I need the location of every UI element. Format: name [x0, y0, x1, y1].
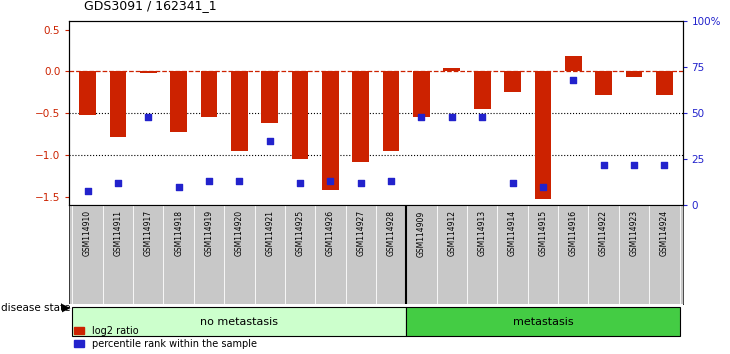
- Text: GSM114913: GSM114913: [477, 210, 487, 256]
- Text: GSM114928: GSM114928: [387, 210, 396, 256]
- Text: GSM114916: GSM114916: [569, 210, 577, 256]
- Bar: [292, 72, 308, 159]
- Point: [628, 162, 639, 168]
- Bar: [504, 72, 521, 92]
- Text: GSM114918: GSM114918: [174, 210, 183, 256]
- Bar: [413, 72, 430, 118]
- Text: GSM114911: GSM114911: [113, 210, 123, 256]
- Point: [264, 138, 275, 144]
- Bar: [595, 72, 612, 95]
- Text: GSM114921: GSM114921: [265, 210, 274, 256]
- Point: [82, 188, 93, 193]
- Point: [142, 114, 154, 120]
- Point: [112, 181, 124, 186]
- Bar: [261, 72, 278, 123]
- Text: GSM114917: GSM114917: [144, 210, 153, 256]
- Text: GSM114922: GSM114922: [599, 210, 608, 256]
- Point: [446, 114, 458, 120]
- Point: [173, 184, 185, 190]
- Text: GSM114925: GSM114925: [296, 210, 304, 256]
- Text: GSM114915: GSM114915: [539, 210, 548, 256]
- Bar: [110, 72, 126, 137]
- Bar: [140, 72, 157, 73]
- Text: ▶: ▶: [62, 303, 71, 313]
- Text: GSM114923: GSM114923: [629, 210, 639, 256]
- Bar: [565, 56, 582, 72]
- Text: GSM114909: GSM114909: [417, 210, 426, 257]
- Text: GDS3091 / 162341_1: GDS3091 / 162341_1: [84, 0, 217, 12]
- Text: metastasis: metastasis: [512, 316, 573, 327]
- Point: [294, 181, 306, 186]
- Bar: [231, 72, 247, 151]
- Bar: [322, 72, 339, 190]
- Bar: [201, 72, 218, 118]
- Bar: [444, 68, 460, 72]
- Text: GSM114919: GSM114919: [204, 210, 213, 256]
- Text: GSM114920: GSM114920: [235, 210, 244, 256]
- Point: [203, 178, 215, 184]
- Point: [355, 181, 366, 186]
- Text: GSM114910: GSM114910: [83, 210, 92, 256]
- Text: disease state: disease state: [1, 303, 71, 313]
- Text: GSM114912: GSM114912: [447, 210, 456, 256]
- Legend: log2 ratio, percentile rank within the sample: log2 ratio, percentile rank within the s…: [74, 326, 257, 349]
- Bar: [656, 72, 672, 95]
- Point: [537, 184, 549, 190]
- Point: [234, 178, 245, 184]
- Point: [385, 178, 397, 184]
- Point: [567, 77, 579, 83]
- Text: GSM114926: GSM114926: [326, 210, 335, 256]
- Bar: [72, 307, 407, 336]
- Bar: [80, 72, 96, 115]
- Point: [477, 114, 488, 120]
- Point: [598, 162, 610, 168]
- Bar: [170, 72, 187, 132]
- Bar: [534, 72, 551, 199]
- Point: [325, 178, 337, 184]
- Bar: [353, 72, 369, 162]
- Point: [415, 114, 427, 120]
- Bar: [626, 72, 642, 77]
- Point: [507, 181, 518, 186]
- Text: GSM114927: GSM114927: [356, 210, 365, 256]
- Bar: [407, 307, 680, 336]
- Point: [658, 162, 670, 168]
- Text: GSM114924: GSM114924: [660, 210, 669, 256]
- Text: no metastasis: no metastasis: [200, 316, 278, 327]
- Bar: [474, 72, 491, 109]
- Text: GSM114914: GSM114914: [508, 210, 517, 256]
- Bar: [383, 72, 399, 151]
